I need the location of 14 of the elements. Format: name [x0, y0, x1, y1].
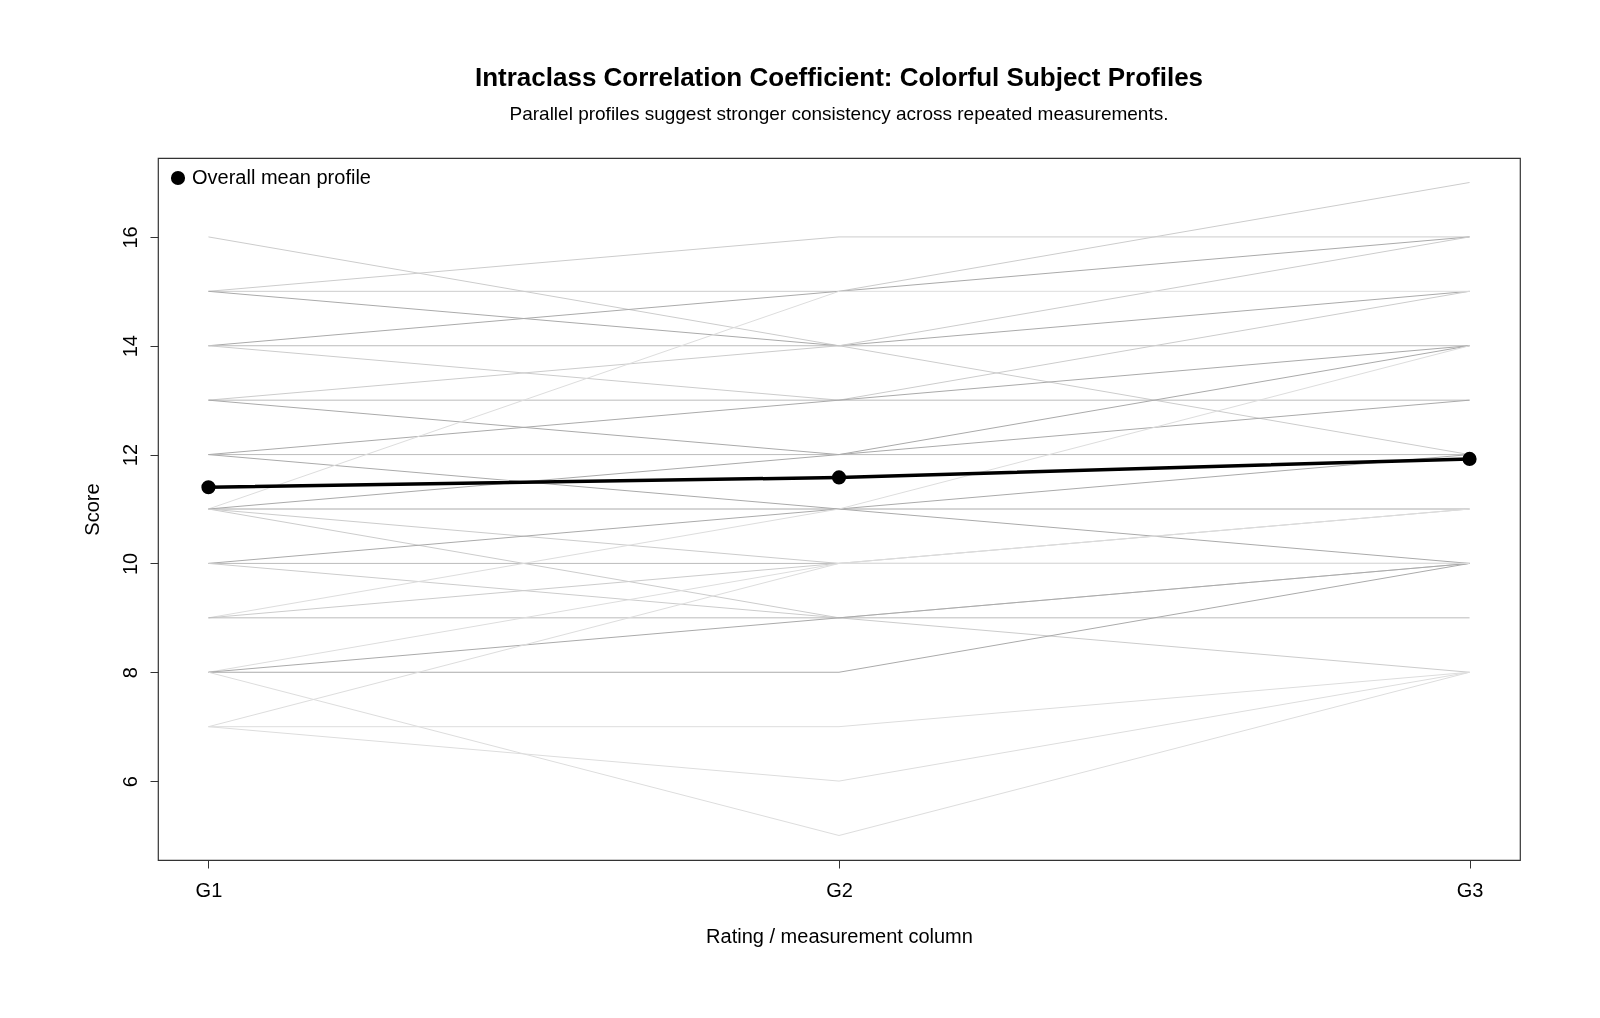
y-tick-label: 6 — [118, 776, 141, 788]
x-tick-label: G3 — [1456, 878, 1484, 901]
x-tick-label: G1 — [195, 878, 223, 901]
y-axis-title: Score — [80, 483, 103, 536]
chart-title: Intraclass Correlation Coefficient: Colorful Subject Profiles — [474, 62, 1204, 92]
y-tick-label: 8 — [118, 667, 141, 679]
x-tick-label: G2 — [826, 878, 853, 901]
y-tick-label: 14 — [118, 335, 141, 358]
x-axis-title: Rating / measurement column — [706, 924, 973, 947]
y-tick-label: 12 — [118, 443, 141, 467]
y-tick-label: 10 — [118, 552, 141, 576]
y-tick-label: 16 — [118, 226, 141, 249]
legend-label: Overall mean profile — [192, 166, 371, 188]
chart-subtitle: Parallel profiles suggest stronger consistency across repeated measurements. — [509, 103, 1169, 124]
